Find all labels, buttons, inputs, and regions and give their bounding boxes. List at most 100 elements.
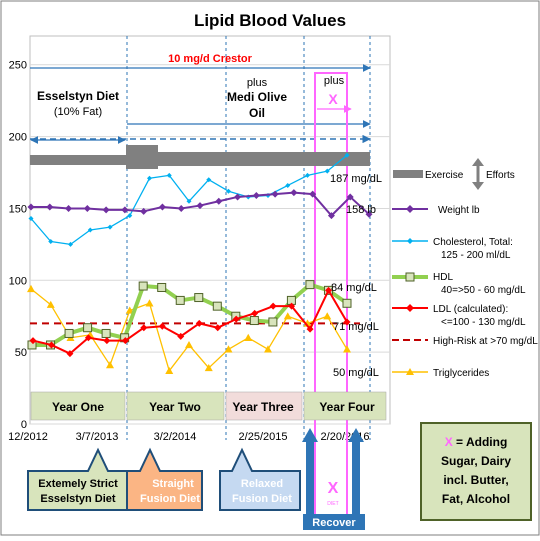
legend-triglycerides-label: Triglycerides xyxy=(433,368,489,379)
weight-point xyxy=(290,189,298,197)
ldl-point xyxy=(195,319,203,327)
legend-triglycerides-marker xyxy=(406,368,414,375)
data-label-triglycerides: 50 mg/dL xyxy=(333,367,379,379)
phase3-callout xyxy=(219,447,301,511)
phase-callouts: Extemely Strict Esselstyn Diet Straight … xyxy=(27,428,365,530)
phase1-line1: Extemely Strict xyxy=(38,478,118,490)
hdl-point xyxy=(175,295,185,305)
ldl-point xyxy=(84,334,92,342)
ldl-point xyxy=(214,324,222,332)
legend-ldl-marker xyxy=(406,304,414,312)
legend-high-risk-label: High-Risk at >70 mg/dL xyxy=(433,336,538,347)
weight-point xyxy=(65,204,73,212)
weight-point xyxy=(346,193,354,201)
x-mark-small: X xyxy=(328,480,339,497)
hdl-point xyxy=(305,280,315,290)
legend-exercise-label: Exercise xyxy=(425,170,464,181)
legend-hdl-marker xyxy=(405,272,415,282)
weight-point xyxy=(177,204,185,212)
hdl-point xyxy=(194,293,204,303)
year-band-4 xyxy=(303,391,387,421)
esselstyn-fat-label: (10% Fat) xyxy=(54,106,102,118)
year-one: Year One xyxy=(52,400,104,414)
ldl-point xyxy=(66,350,74,358)
phase1-line2: Esselstyn Diet xyxy=(40,493,116,505)
year-three: Year Three xyxy=(232,400,294,414)
phase2-line1: Straight xyxy=(152,478,194,490)
weight-point xyxy=(252,192,260,200)
hdl-point xyxy=(249,316,259,326)
x-legend-box xyxy=(420,422,532,521)
ldl-point xyxy=(47,341,55,349)
triglycerides-point xyxy=(283,312,292,320)
data-label-ldl: 71 mg/dL xyxy=(333,321,379,333)
ldl-point xyxy=(251,309,259,317)
x-legend-adding: = Adding xyxy=(453,435,508,449)
cholesterol-point xyxy=(206,177,212,183)
cholesterol-point xyxy=(166,172,172,178)
weight-point xyxy=(102,206,110,214)
weight-point xyxy=(46,203,54,211)
y-tick-label: 50 xyxy=(15,347,27,359)
data-label-hdl: 84 mg/dL xyxy=(331,282,377,294)
exercise-bar-c xyxy=(158,152,370,166)
weight-point xyxy=(27,203,35,211)
legend: Exercise Efforts Weight lb Cholesterol, … xyxy=(392,158,538,379)
hdl-point xyxy=(83,323,93,333)
weight-point xyxy=(234,193,242,201)
plus-label-1: plus xyxy=(247,77,268,89)
ldl-point xyxy=(103,337,111,345)
triglycerides-point xyxy=(125,306,134,314)
data-label-weight: 158 lb xyxy=(346,204,376,216)
weight-point xyxy=(158,203,166,211)
legend-weight-label: Weight lb xyxy=(438,205,480,216)
legend-hdl-label: HDL xyxy=(433,272,453,283)
weight-point xyxy=(83,204,91,212)
legend-cholesterol-range: 125 - 200 ml/dL xyxy=(441,250,511,261)
phase1-callout xyxy=(27,447,129,511)
y-axis: 0 50 100 150 200 250 xyxy=(9,60,27,431)
legend-weight-marker xyxy=(406,205,414,213)
triglycerides-point xyxy=(244,333,253,341)
cholesterol-point xyxy=(344,152,350,158)
hdl-point xyxy=(64,328,74,338)
triglycerides-point xyxy=(204,363,213,372)
ldl-point xyxy=(306,325,314,333)
triglycerides-point xyxy=(165,366,174,375)
y-tick-label: 0 xyxy=(21,419,27,431)
exercise-bar-a xyxy=(30,155,126,165)
hdl-point xyxy=(212,301,222,311)
hdl-point xyxy=(101,328,111,338)
x-legend-x: X xyxy=(445,435,453,449)
year-dividers xyxy=(126,36,371,440)
hdl-point xyxy=(138,281,148,291)
chart-title: Lipid Blood Values xyxy=(194,11,346,30)
ldl-point xyxy=(158,322,166,330)
phase3-line2: Fusion Diet xyxy=(232,493,292,505)
triglycerides-point xyxy=(27,284,35,293)
x-legend-line4: Fat, Alcohol xyxy=(442,492,510,506)
year-four: Year Four xyxy=(319,400,375,414)
ldl-line xyxy=(32,289,348,355)
recover-label: Recover xyxy=(312,517,356,529)
ldl-point xyxy=(288,302,296,310)
weight-point xyxy=(140,207,148,215)
diet-small-label: DIET xyxy=(327,501,338,507)
triglycerides-point xyxy=(46,300,55,308)
legend-ldl-range: <=100 - 130 mg/dL xyxy=(441,317,526,328)
year-band-3 xyxy=(225,391,303,421)
plus-label-2: plus xyxy=(324,75,345,87)
cholesterol-point xyxy=(48,238,54,244)
weight-point xyxy=(271,190,279,198)
cholesterol-point xyxy=(87,227,93,233)
x-legend-line2: Sugar, Dairy xyxy=(441,454,511,468)
triglycerides-point xyxy=(343,345,351,353)
cholesterol-point xyxy=(285,182,291,188)
crestor-label: 10 mg/d Crestor xyxy=(168,53,252,65)
hdl-point xyxy=(268,317,278,327)
exercise-bar-b xyxy=(126,145,158,169)
triglycerides-point xyxy=(185,340,193,349)
weight-point xyxy=(365,210,373,218)
x-mark: X xyxy=(328,91,338,107)
